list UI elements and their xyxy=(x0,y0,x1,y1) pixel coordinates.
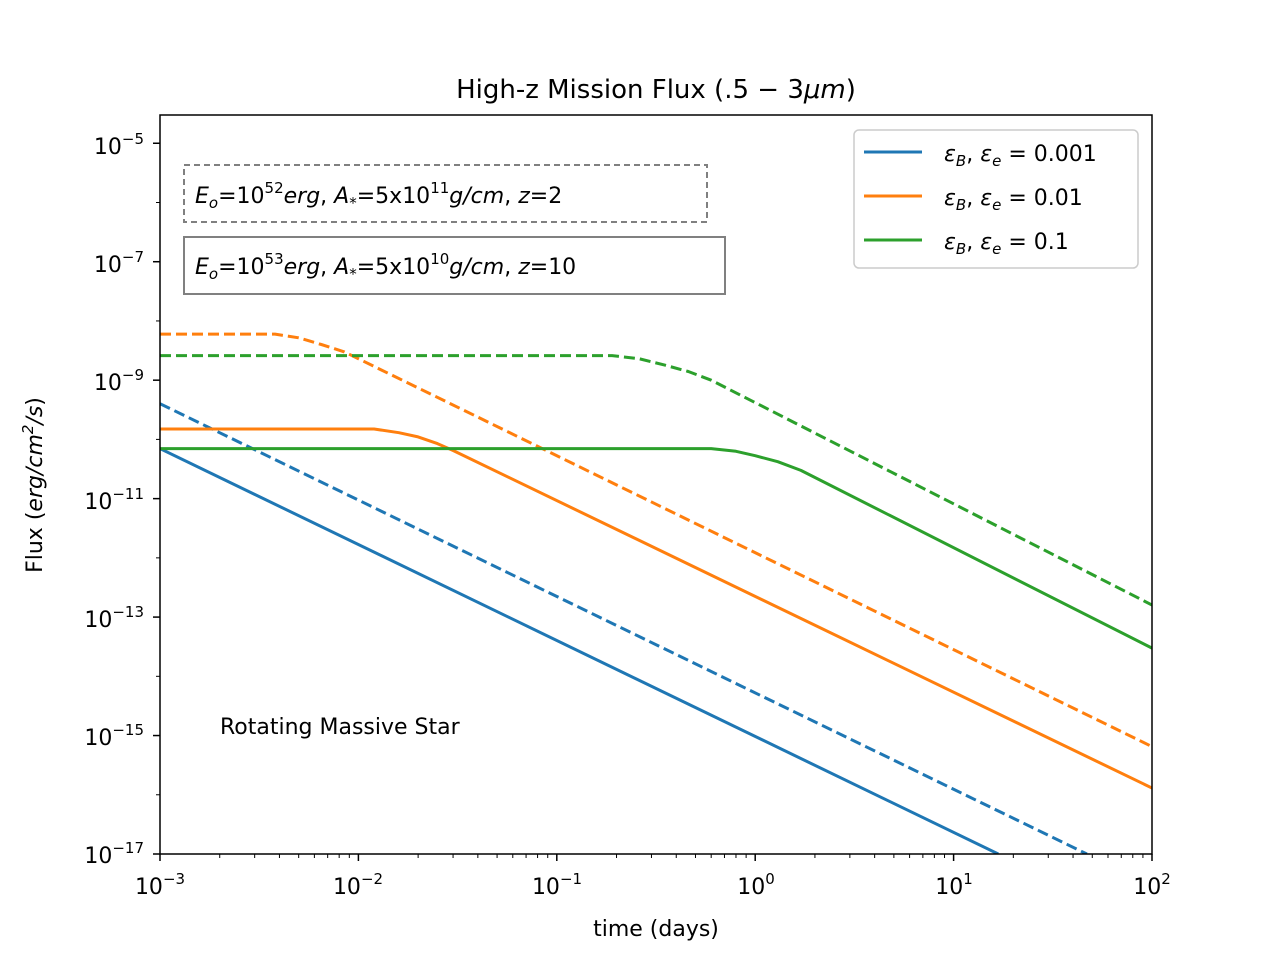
x-tick-label: 10−3 xyxy=(135,870,185,900)
x-tick-label: 102 xyxy=(1133,870,1171,900)
legend-frame xyxy=(853,129,1139,269)
series-line-solid xyxy=(160,447,1152,650)
legend-label: εB, εe = 0.01 xyxy=(944,186,1083,214)
y-tick-label: 10−7 xyxy=(94,248,144,278)
legend: εB, εe = 0.001 εB, εe = 0.01 εB, εe = 0.… xyxy=(853,129,1139,269)
y-tick-label: 10−13 xyxy=(84,603,144,633)
y-tick-label: 10−11 xyxy=(84,485,144,515)
series-line-solid xyxy=(160,427,1152,790)
legend-label: εB, εe = 0.001 xyxy=(944,142,1097,170)
annotation-box-dashed-frame xyxy=(183,164,708,223)
series-group xyxy=(160,332,1152,854)
series-line-dashed xyxy=(160,402,1088,854)
x-tick-label: 101 xyxy=(935,870,973,900)
annotation-box-dashed-text: Eo=1052erg, A*=5x1011g/cm, z=2 xyxy=(195,179,562,212)
y-tick-label: 10−5 xyxy=(94,130,144,160)
y-tick-label: 10−9 xyxy=(94,366,144,396)
x-tick-label: 10−2 xyxy=(333,870,383,900)
annotation-box-solid: Eo=1053erg, A*=5x1010g/cm, z=10 xyxy=(183,236,726,295)
annotation-box-dashed: Eo=1052erg, A*=5x1011g/cm, z=2 xyxy=(183,164,708,223)
plot-frame xyxy=(159,114,1153,855)
y-axis-label: Flux (erg/cm2/s) xyxy=(19,397,48,573)
y-tick-label: 10−17 xyxy=(84,839,144,869)
series-line-solid xyxy=(160,447,999,854)
series-line-dashed xyxy=(160,332,1152,748)
x-axis-label: time (days) xyxy=(593,917,719,942)
annotation-box-solid-text: Eo=1053erg, A*=5x1010g/cm, z=10 xyxy=(195,250,576,283)
y-tick-label: 10−15 xyxy=(84,721,144,751)
y-tick-labels: 10−17 10−15 10−13 10−11 10−9 10−7 10−5 xyxy=(84,130,144,869)
chart-title: High-z Mission Flux (.5 − 3μm) xyxy=(456,75,856,105)
ticks-group xyxy=(153,142,1153,861)
annotation-box-solid-frame xyxy=(183,236,726,295)
legend-label: εB, εe = 0.1 xyxy=(944,230,1069,258)
x-tick-label: 10−1 xyxy=(532,870,582,900)
x-tick-label: 100 xyxy=(737,870,775,900)
annotation-label: Rotating Massive Star xyxy=(220,715,461,740)
series-line-dashed xyxy=(160,354,1152,607)
x-tick-labels: 10−3 10−2 10−1 100 101 102 xyxy=(135,870,1171,900)
